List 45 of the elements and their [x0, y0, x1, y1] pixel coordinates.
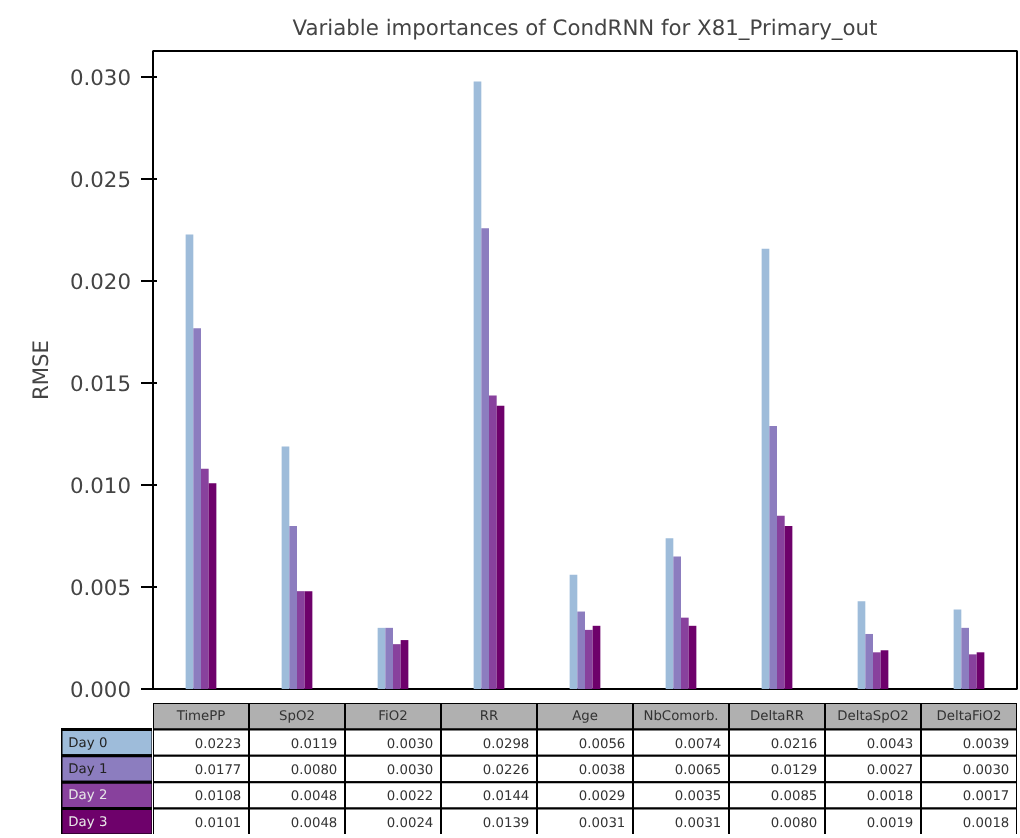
- bar: [281, 446, 290, 689]
- bar: [481, 228, 489, 689]
- bar: [577, 611, 585, 689]
- bar: [865, 633, 873, 689]
- bar: [688, 625, 697, 689]
- bar: [665, 538, 674, 689]
- bar: [489, 395, 497, 689]
- bar: [400, 640, 409, 689]
- bar: [393, 644, 401, 689]
- bar: [784, 525, 793, 689]
- bar: [777, 515, 785, 689]
- bar: [208, 483, 217, 689]
- bar: [673, 556, 681, 689]
- y-tick-label: 0.020: [69, 269, 132, 296]
- chart-title: Variable importances of CondRNN for X81_Primary_out: [292, 15, 878, 41]
- y-tick-label: 0.015: [69, 371, 132, 398]
- bar: [185, 234, 194, 689]
- bar: [585, 629, 593, 689]
- bar: [681, 617, 689, 689]
- bar: [592, 625, 601, 689]
- bar: [769, 426, 777, 689]
- bar: [385, 627, 393, 689]
- bar: [193, 328, 201, 689]
- y-tick-label: 0.010: [69, 473, 132, 500]
- bar: [569, 574, 578, 689]
- bar: [304, 591, 313, 689]
- bar: [473, 81, 482, 689]
- bar: [969, 654, 977, 689]
- y-tick-label: 0.000: [69, 677, 132, 703]
- bar: [976, 652, 985, 689]
- bar: [761, 248, 770, 689]
- bar: [201, 468, 209, 689]
- bar: [377, 627, 386, 689]
- bar: [289, 525, 297, 689]
- y-tick-label: 0.030: [69, 65, 132, 92]
- bar: [297, 591, 305, 689]
- bar: [496, 405, 505, 689]
- bar: [857, 601, 866, 689]
- y-axis-title: RMSE: [27, 339, 54, 401]
- bar: [873, 652, 881, 689]
- bar: [961, 627, 969, 689]
- bar: [880, 650, 889, 689]
- y-tick-label: 0.005: [69, 575, 132, 602]
- y-tick-label: 0.025: [69, 167, 132, 194]
- bar: [953, 609, 962, 689]
